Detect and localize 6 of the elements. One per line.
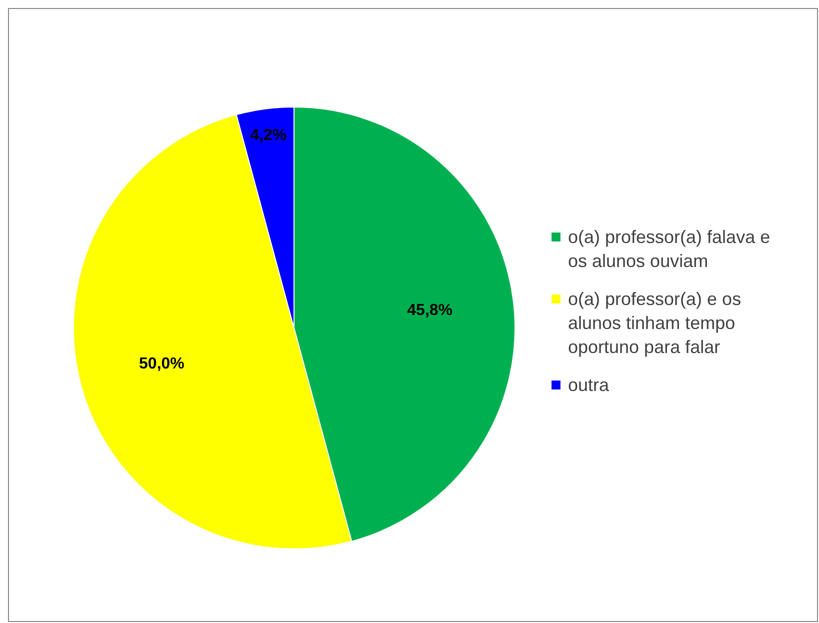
legend-label: outra (568, 375, 610, 395)
legend-label: o(a) professor(a) falava e os alunos ouviam (568, 227, 770, 271)
legend-label: o(a) professor(a) e os alunos tinham tempo oportuno para falar (568, 289, 742, 357)
data-label: 50,0% (139, 356, 184, 373)
data-label: 4,2% (250, 127, 287, 144)
data-label: 45,8% (407, 302, 453, 319)
